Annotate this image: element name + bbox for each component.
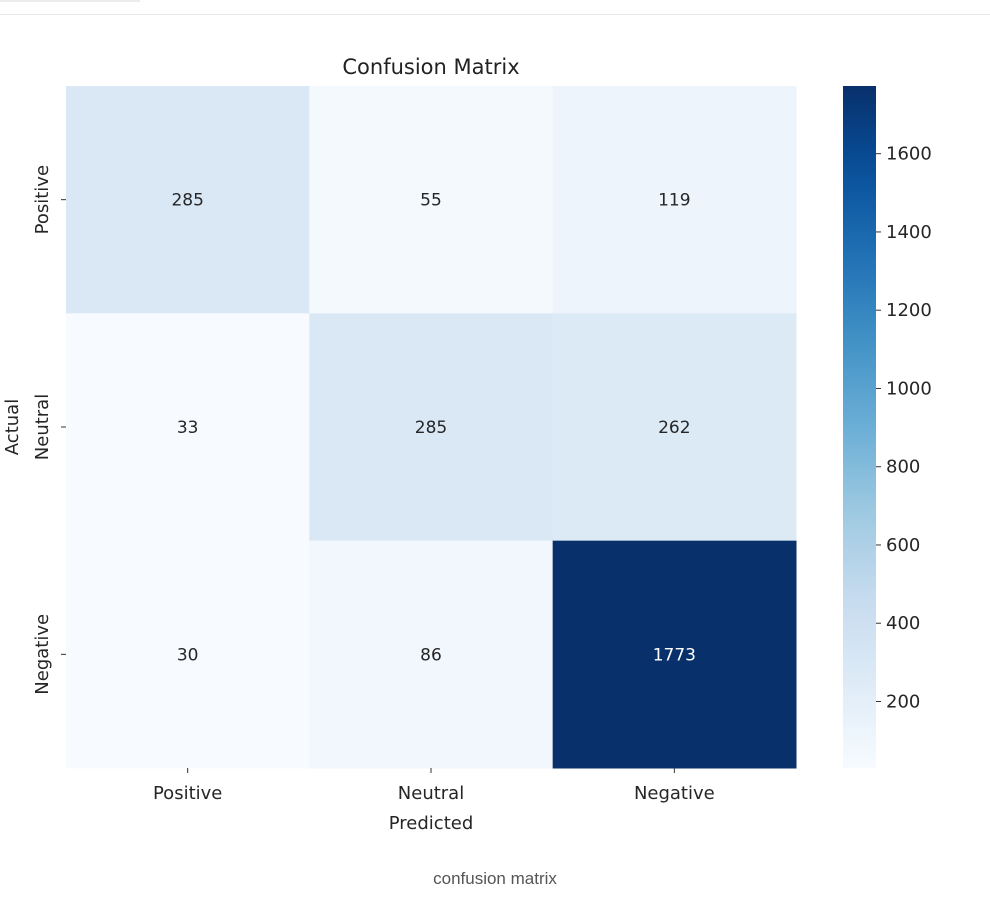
colorbar-tick-label: 600 bbox=[886, 535, 920, 556]
cell-value-label: 55 bbox=[420, 191, 442, 211]
cell-value-label: 33 bbox=[177, 418, 199, 438]
figure-caption: confusion matrix bbox=[433, 869, 557, 888]
divider bbox=[0, 14, 990, 15]
heatmap-cell bbox=[309, 540, 554, 769]
cell-value-label: 262 bbox=[658, 418, 690, 438]
colorbar-tick-label: 800 bbox=[886, 457, 920, 478]
colorbar-tick-label: 400 bbox=[886, 613, 920, 634]
y-tick-label: Negative bbox=[32, 614, 53, 695]
cell-value-label: 30 bbox=[177, 645, 199, 665]
colorbar-tick-label: 1000 bbox=[886, 378, 932, 399]
confusion-matrix-heatmap: 285 55 119 33 285 262 30 86 1773 Confusion Matrix… bbox=[2, 55, 932, 834]
cell-value-label: 86 bbox=[420, 645, 442, 665]
heatmap-cell bbox=[66, 540, 310, 769]
cell-value-label: 285 bbox=[415, 418, 447, 438]
heatmap-cell bbox=[552, 540, 797, 769]
top-bar bbox=[0, 0, 140, 2]
colorbar-tick-label: 1600 bbox=[886, 144, 932, 165]
chart-title: Confusion Matrix bbox=[342, 55, 519, 79]
colorbar-tick-label: 1200 bbox=[886, 300, 932, 321]
heatmap-cell bbox=[66, 86, 310, 314]
x-tick-label: Negative bbox=[634, 783, 715, 804]
colorbar-tick-label: 1400 bbox=[886, 222, 932, 243]
x-tick-label: Positive bbox=[153, 783, 222, 804]
x-axis-label: Predicted bbox=[389, 813, 474, 834]
heatmap-cell bbox=[66, 313, 310, 542]
cell-value-label: 119 bbox=[658, 191, 690, 211]
y-tick-label: Positive bbox=[32, 165, 53, 234]
y-tick-label: Neutral bbox=[32, 394, 53, 460]
y-axis-label: Actual bbox=[2, 399, 23, 455]
cell-value-label: 1773 bbox=[653, 645, 696, 665]
heatmap-cell bbox=[552, 313, 797, 542]
x-tick-label: Neutral bbox=[398, 783, 464, 804]
colorbar bbox=[843, 86, 876, 768]
colorbar-tick-label: 200 bbox=[886, 691, 920, 712]
heatmap-cell bbox=[309, 86, 554, 314]
heatmap-cell bbox=[552, 86, 797, 314]
cell-value-label: 285 bbox=[171, 191, 203, 211]
heatmap-cell bbox=[309, 313, 554, 542]
